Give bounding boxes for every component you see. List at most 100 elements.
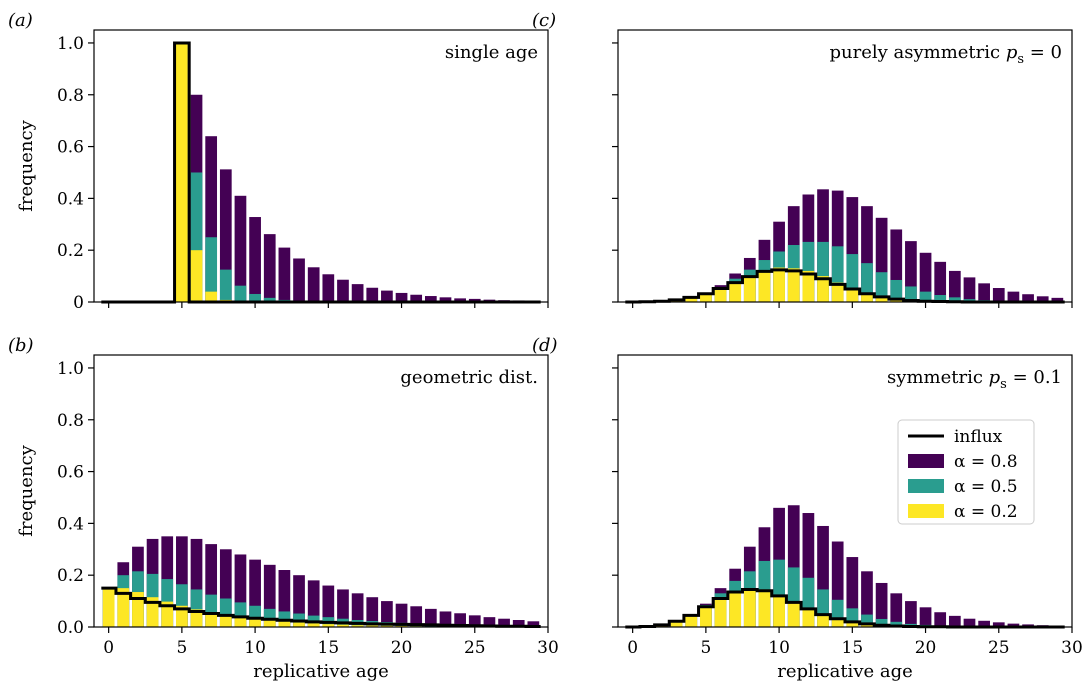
y-tick-label: 0.8 — [57, 86, 84, 106]
panel-label: (d) — [532, 335, 558, 356]
bar — [978, 283, 990, 302]
annotation-variable: p — [989, 367, 1001, 388]
x-tick-label: 5 — [700, 638, 711, 658]
bar — [788, 602, 800, 627]
bar — [176, 43, 188, 302]
bar — [964, 277, 976, 302]
x-tick-label: 20 — [391, 638, 413, 658]
bar — [993, 288, 1005, 302]
x-tick-label: 15 — [842, 638, 864, 658]
x-tick-label: 0 — [103, 638, 114, 658]
x-tick-label: 25 — [464, 638, 486, 658]
annotation-prefix: purely asymmetric — [829, 42, 1005, 63]
x-tick-label: 15 — [318, 638, 340, 658]
panel-label: (b) — [8, 335, 34, 356]
bar — [744, 276, 756, 302]
bar — [803, 271, 815, 302]
series-alpha-0-8 — [176, 43, 539, 302]
panel-annotation: symmetric ps = 0.1 — [887, 367, 1062, 392]
bar — [715, 289, 727, 302]
annotation-suffix: = 0 — [1024, 42, 1062, 63]
x-tick-label: 30 — [1061, 638, 1083, 658]
y-tick-label: 0.2 — [57, 566, 84, 586]
bar — [934, 612, 946, 627]
bar — [773, 268, 785, 302]
bar — [920, 607, 932, 627]
x-tick-label: 0 — [627, 638, 638, 658]
y-axis-title: frequency — [16, 444, 37, 536]
bar — [264, 621, 276, 627]
bar — [366, 288, 378, 302]
bar — [279, 248, 291, 302]
x-axis-title: replicative age — [253, 661, 389, 682]
y-tick-label: 0 — [73, 293, 84, 313]
panel-annotation: geometric dist. — [400, 367, 538, 388]
bar — [293, 258, 305, 302]
panel-annotation: single age — [445, 42, 538, 63]
panel-a: 0 0.2 0.4 0.6 0.8 1.0 frequency (a) single age — [8, 10, 548, 313]
panel-b: 0 5 10 15 20 25 300.00.20.40.60.81.0frequencyr… — [8, 335, 559, 682]
y-tick-label: 0.4 — [57, 514, 84, 534]
y-tick-label: 0.2 — [57, 241, 84, 261]
bar — [949, 616, 961, 627]
y-axis-title: frequency — [16, 119, 37, 211]
y-tick-label: 1.0 — [57, 34, 84, 54]
x-tick-label: 10 — [768, 638, 790, 658]
bar — [788, 268, 800, 302]
annotation-subscript: s — [1017, 52, 1024, 67]
bar — [205, 292, 217, 302]
bar — [249, 217, 261, 302]
y-tick-label: 0.8 — [57, 411, 84, 431]
x-tick-label: 10 — [244, 638, 266, 658]
legend-swatch — [908, 454, 944, 468]
bar — [220, 615, 232, 627]
bar — [744, 588, 756, 627]
annotation-subscript: s — [1000, 377, 1007, 392]
bar — [381, 291, 393, 302]
panel-label: (a) — [8, 10, 33, 31]
bar — [264, 234, 276, 302]
bar — [308, 267, 320, 302]
panel-label: (c) — [532, 10, 556, 31]
axes-frame — [94, 30, 548, 302]
bar — [905, 601, 917, 627]
bar — [322, 274, 334, 302]
axes-frame — [618, 30, 1072, 302]
panel-c: (c) purely asymmetric ps = 0 — [532, 10, 1072, 308]
y-tick-label: 0.4 — [57, 189, 84, 209]
bar — [759, 270, 771, 302]
bar — [103, 588, 115, 627]
bar — [293, 623, 305, 627]
legend-label: influx — [954, 427, 1003, 447]
bar — [1008, 292, 1020, 302]
panel-annotation: purely asymmetric ps = 0 — [829, 42, 1062, 67]
influx-line — [101, 43, 540, 302]
legend-label: α = 0.2 — [954, 502, 1018, 522]
y-tick-label: 1.0 — [57, 359, 84, 379]
bar — [729, 591, 741, 627]
x-tick-label: 25 — [988, 638, 1010, 658]
y-tick-label: 0.0 — [57, 618, 84, 638]
legend-swatch — [908, 479, 944, 493]
x-tick-label: 20 — [915, 638, 937, 658]
bar — [337, 280, 349, 302]
bar — [700, 606, 712, 627]
annotation-suffix: = 0.1 — [1007, 367, 1062, 388]
bar — [352, 284, 364, 302]
legend-swatch — [908, 504, 944, 518]
bar — [235, 617, 247, 627]
x-tick-label: 5 — [176, 638, 187, 658]
x-tick-label: 30 — [537, 638, 559, 658]
bar — [803, 608, 815, 627]
bar — [235, 286, 247, 302]
legend-label: α = 0.8 — [954, 452, 1018, 472]
annotation-prefix: symmetric — [887, 367, 989, 388]
bar — [685, 615, 697, 627]
bar — [191, 250, 203, 302]
x-axis-title: replicative age — [777, 661, 913, 682]
bar — [220, 270, 232, 302]
bar — [759, 589, 771, 627]
legend-label: α = 0.5 — [954, 477, 1018, 497]
bar — [729, 283, 741, 302]
